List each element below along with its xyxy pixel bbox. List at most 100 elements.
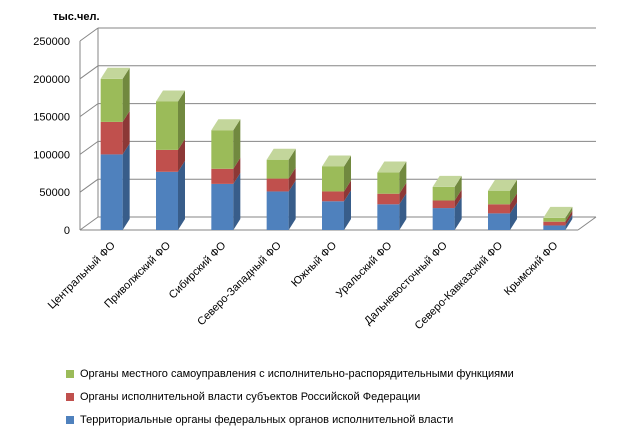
bar-front: [488, 190, 510, 205]
bar-segment: [432, 189, 462, 209]
bar-side: [233, 119, 241, 169]
bar-side: [454, 189, 462, 209]
bar-front: [266, 191, 289, 230]
bar-segment: [100, 110, 130, 155]
bar-top: [266, 148, 296, 160]
bar-side: [122, 67, 130, 122]
bar-side: [399, 193, 407, 230]
bar-segment: [322, 180, 351, 202]
bar-top: [156, 90, 185, 102]
bar-front: [156, 171, 178, 230]
bar-side: [565, 206, 573, 222]
bar-front: [322, 201, 344, 230]
bar-segment: [377, 193, 407, 230]
bar-segment: [211, 172, 241, 230]
bar-front: [432, 186, 455, 201]
y-tick-label: 50000: [39, 187, 70, 199]
bar-front: [322, 191, 344, 202]
bar-side: [178, 138, 185, 172]
x-tick-label: Южный ФО: [289, 239, 339, 289]
bar-segment: [156, 138, 185, 172]
bars: [100, 67, 573, 230]
bar-side: [122, 110, 130, 155]
bar-side: [399, 161, 407, 194]
bar-side: [233, 172, 241, 230]
gridline-connector: [79, 103, 99, 118]
bar-segment: [377, 182, 407, 205]
bar-front: [266, 178, 289, 192]
y-tick-label: 0: [64, 225, 70, 237]
bar-segment: [543, 210, 573, 226]
bar-segment: [543, 214, 573, 230]
bar-front: [543, 221, 566, 226]
legend: Органы местного самоуправления с исполни…: [66, 362, 616, 431]
legend-item-local-government: Органы местного самоуправления с исполни…: [66, 362, 616, 385]
bar-segment: [266, 148, 296, 179]
gridline-connector: [79, 178, 99, 193]
y-tick-label: 100000: [33, 149, 70, 161]
bar-segment: [488, 202, 517, 230]
bar-top: [377, 161, 407, 173]
bar-side: [288, 180, 296, 230]
bar-top: [488, 179, 517, 191]
legend-item-federal-territorial: Территориальные органы федеральных орган…: [66, 408, 616, 431]
bar-front: [488, 213, 510, 230]
x-tick-label: Сибирский ФО: [167, 239, 229, 301]
bar-top: [543, 206, 573, 218]
legend-swatch-local-government: [66, 369, 74, 378]
bar-front: [211, 168, 234, 184]
bar-side: [454, 197, 462, 230]
legend-label-federal-territorial: Территориальные органы федеральных орган…: [80, 413, 454, 426]
bar-segment: [488, 193, 517, 214]
bar-segment: [211, 157, 241, 184]
bar-side: [344, 180, 351, 202]
bar-side: [122, 143, 130, 230]
gridline-connector: [79, 27, 99, 42]
x-tick-label: Крымский ФО: [502, 239, 561, 298]
gridline-connector: [79, 65, 99, 80]
bar-side: [288, 167, 296, 192]
bar-front: [266, 159, 289, 179]
bar-front: [100, 78, 123, 122]
bar-front: [100, 154, 123, 230]
bar-side: [288, 148, 296, 179]
bar-side: [510, 193, 517, 214]
gridline-connector: [79, 140, 99, 155]
y-axis-unit-label: тыс.чел.: [53, 11, 100, 23]
bar-top: [432, 175, 462, 187]
bar-segment: [432, 175, 462, 201]
legend-swatch-federal-territorial: [66, 415, 74, 424]
bar-segment: [100, 67, 130, 122]
bar-side: [565, 214, 573, 230]
bar-side: [399, 182, 407, 205]
bar-front: [377, 204, 400, 230]
bar-segment: [322, 190, 351, 230]
bar-side: [178, 90, 185, 150]
bar-front: [543, 225, 566, 230]
bar-front: [432, 200, 455, 209]
gridline-connector: [79, 216, 99, 231]
x-tick-label: Уральский ФО: [334, 239, 395, 300]
legend-item-regional-executive: Органы исполнительной власти субъектов Р…: [66, 385, 616, 408]
bar-front: [377, 193, 400, 205]
bar-front: [156, 149, 178, 172]
bar-top: [322, 155, 351, 167]
bar-side: [344, 190, 351, 230]
bar-front: [377, 172, 400, 194]
bar-front: [156, 101, 178, 150]
bar-side: [178, 160, 185, 230]
bar-side: [510, 179, 517, 205]
bar-segment: [211, 119, 241, 169]
bar-side: [454, 175, 462, 201]
y-tick-label: 150000: [33, 112, 70, 124]
bar-front: [100, 121, 123, 155]
bar-top: [100, 67, 130, 79]
bar-segment: [266, 167, 296, 192]
bar-segment: [156, 160, 185, 230]
bar-segment: [377, 161, 407, 194]
bar-front: [211, 183, 234, 230]
bar-front: [543, 217, 566, 222]
bar-segment: [100, 143, 130, 230]
